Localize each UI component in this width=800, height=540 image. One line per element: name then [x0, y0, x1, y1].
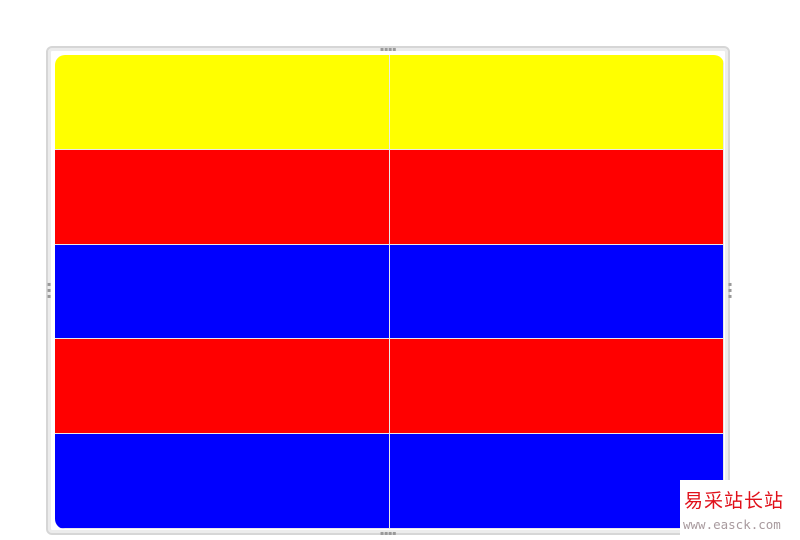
resize-handle-left[interactable]: ▪ ▪ ▪: [47, 281, 52, 300]
table-row: [55, 339, 724, 435]
table-row: [55, 244, 724, 340]
table-cell[interactable]: [55, 339, 390, 435]
table-cell[interactable]: [389, 149, 724, 245]
colored-table[interactable]: [55, 55, 724, 529]
table-cell[interactable]: [55, 55, 390, 150]
resize-handle-right[interactable]: ▪ ▪ ▪: [728, 281, 733, 300]
watermark-title: 易采站长站: [684, 490, 785, 512]
table-row: [55, 149, 724, 245]
table-cell[interactable]: [389, 339, 724, 435]
table-row: [55, 55, 724, 150]
watermark-url: www.easck.com: [683, 517, 781, 532]
table-cell[interactable]: [55, 434, 390, 529]
resize-handle-bottom[interactable]: ▪▪▪▪: [380, 530, 397, 537]
resize-handle-top[interactable]: ▪▪▪▪: [380, 46, 397, 53]
table-cell[interactable]: [389, 55, 724, 150]
table-cell[interactable]: [55, 149, 390, 245]
table-row: [55, 434, 724, 529]
watermark: 易采站长站 www.easck.com: [680, 480, 800, 540]
table-cell[interactable]: [389, 434, 724, 529]
table-cell[interactable]: [55, 244, 390, 340]
table-cell[interactable]: [389, 244, 724, 340]
